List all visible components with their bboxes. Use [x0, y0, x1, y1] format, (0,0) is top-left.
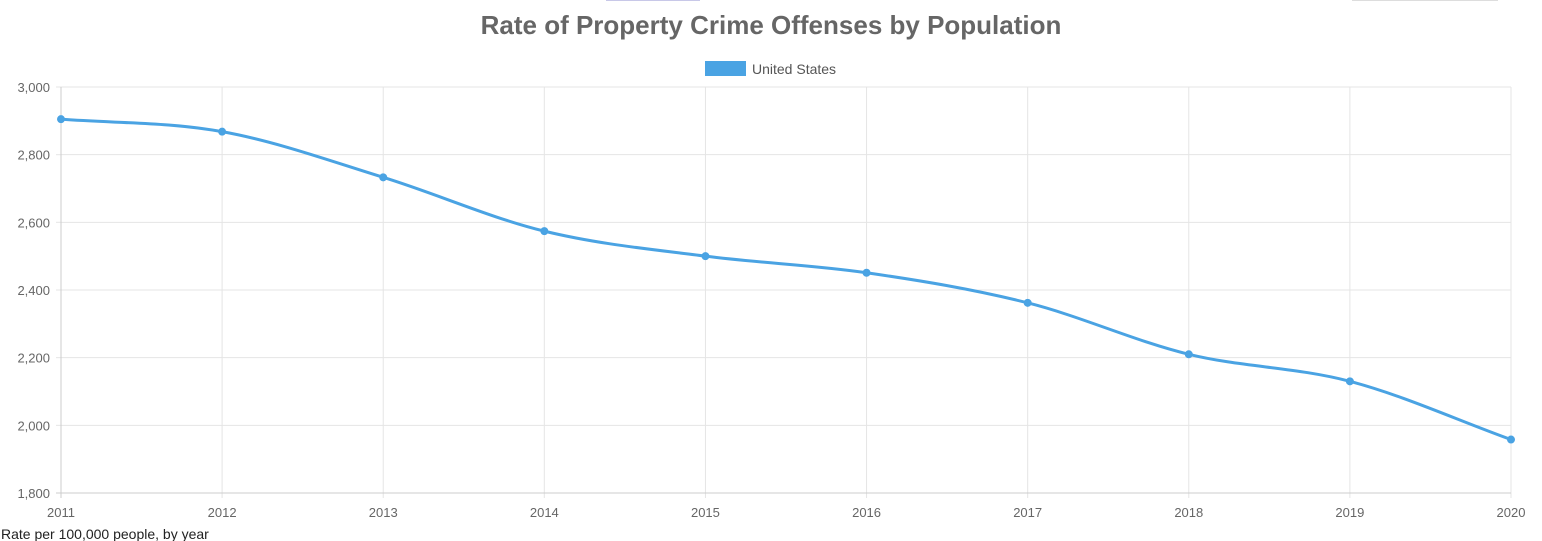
grid	[56, 86, 1512, 498]
axes	[56, 87, 1511, 498]
x-tick-label: 2011	[47, 505, 75, 520]
y-tick-label: 2,200	[17, 351, 50, 366]
x-tick-label: 2018	[1174, 505, 1203, 520]
x-tick-label: 2016	[852, 505, 881, 520]
legend[interactable]: United States	[705, 61, 836, 77]
x-tick-label: 2017	[1013, 505, 1042, 520]
series	[57, 115, 1515, 444]
x-tick-label: 2015	[691, 505, 720, 520]
y-tick-label: 2,400	[17, 283, 50, 298]
x-tick-label: 2012	[208, 505, 237, 520]
data-point-2012[interactable]	[218, 127, 227, 136]
data-point-2011[interactable]	[57, 115, 65, 124]
y-tick-label: 1,800	[17, 486, 50, 501]
y-tick-label: 2,600	[17, 215, 50, 230]
x-tick-label: 2020	[1497, 505, 1526, 520]
x-axis-ticks: 2011 2012 2013 2014 2015 2016 2017 2018 2019 2020	[47, 505, 1525, 520]
data-point-2020[interactable]	[1507, 435, 1515, 444]
y-tick-label: 2,000	[17, 418, 50, 433]
data-point-2018[interactable]	[1184, 350, 1193, 359]
top-divider-left	[606, 0, 700, 1]
data-point-2015[interactable]	[701, 252, 710, 261]
series-line-united-states	[59, 117, 1513, 442]
y-axis-ticks: 3,000 2,800 2,600 2,400 2,200 2,000 1,800	[17, 80, 50, 501]
data-point-2014[interactable]	[540, 227, 549, 236]
data-point-2013[interactable]	[379, 173, 388, 182]
x-tick-label: 2013	[369, 505, 398, 520]
chart-title: Rate of Property Crime Offenses by Popul…	[481, 10, 1062, 40]
x-tick-label: 2014	[530, 505, 559, 520]
y-tick-label: 2,800	[17, 148, 50, 163]
legend-label: United States	[752, 61, 836, 77]
data-point-2019[interactable]	[1345, 377, 1354, 386]
data-point-2016[interactable]	[862, 268, 871, 277]
x-tick-label: 2019	[1335, 505, 1364, 520]
y-tick-label: 3,000	[17, 80, 50, 95]
legend-swatch	[705, 61, 746, 76]
chart-caption: Rate per 100,000 people, by year	[1, 526, 209, 541]
data-point-2017[interactable]	[1023, 298, 1032, 307]
top-divider-right	[1352, 0, 1498, 1]
